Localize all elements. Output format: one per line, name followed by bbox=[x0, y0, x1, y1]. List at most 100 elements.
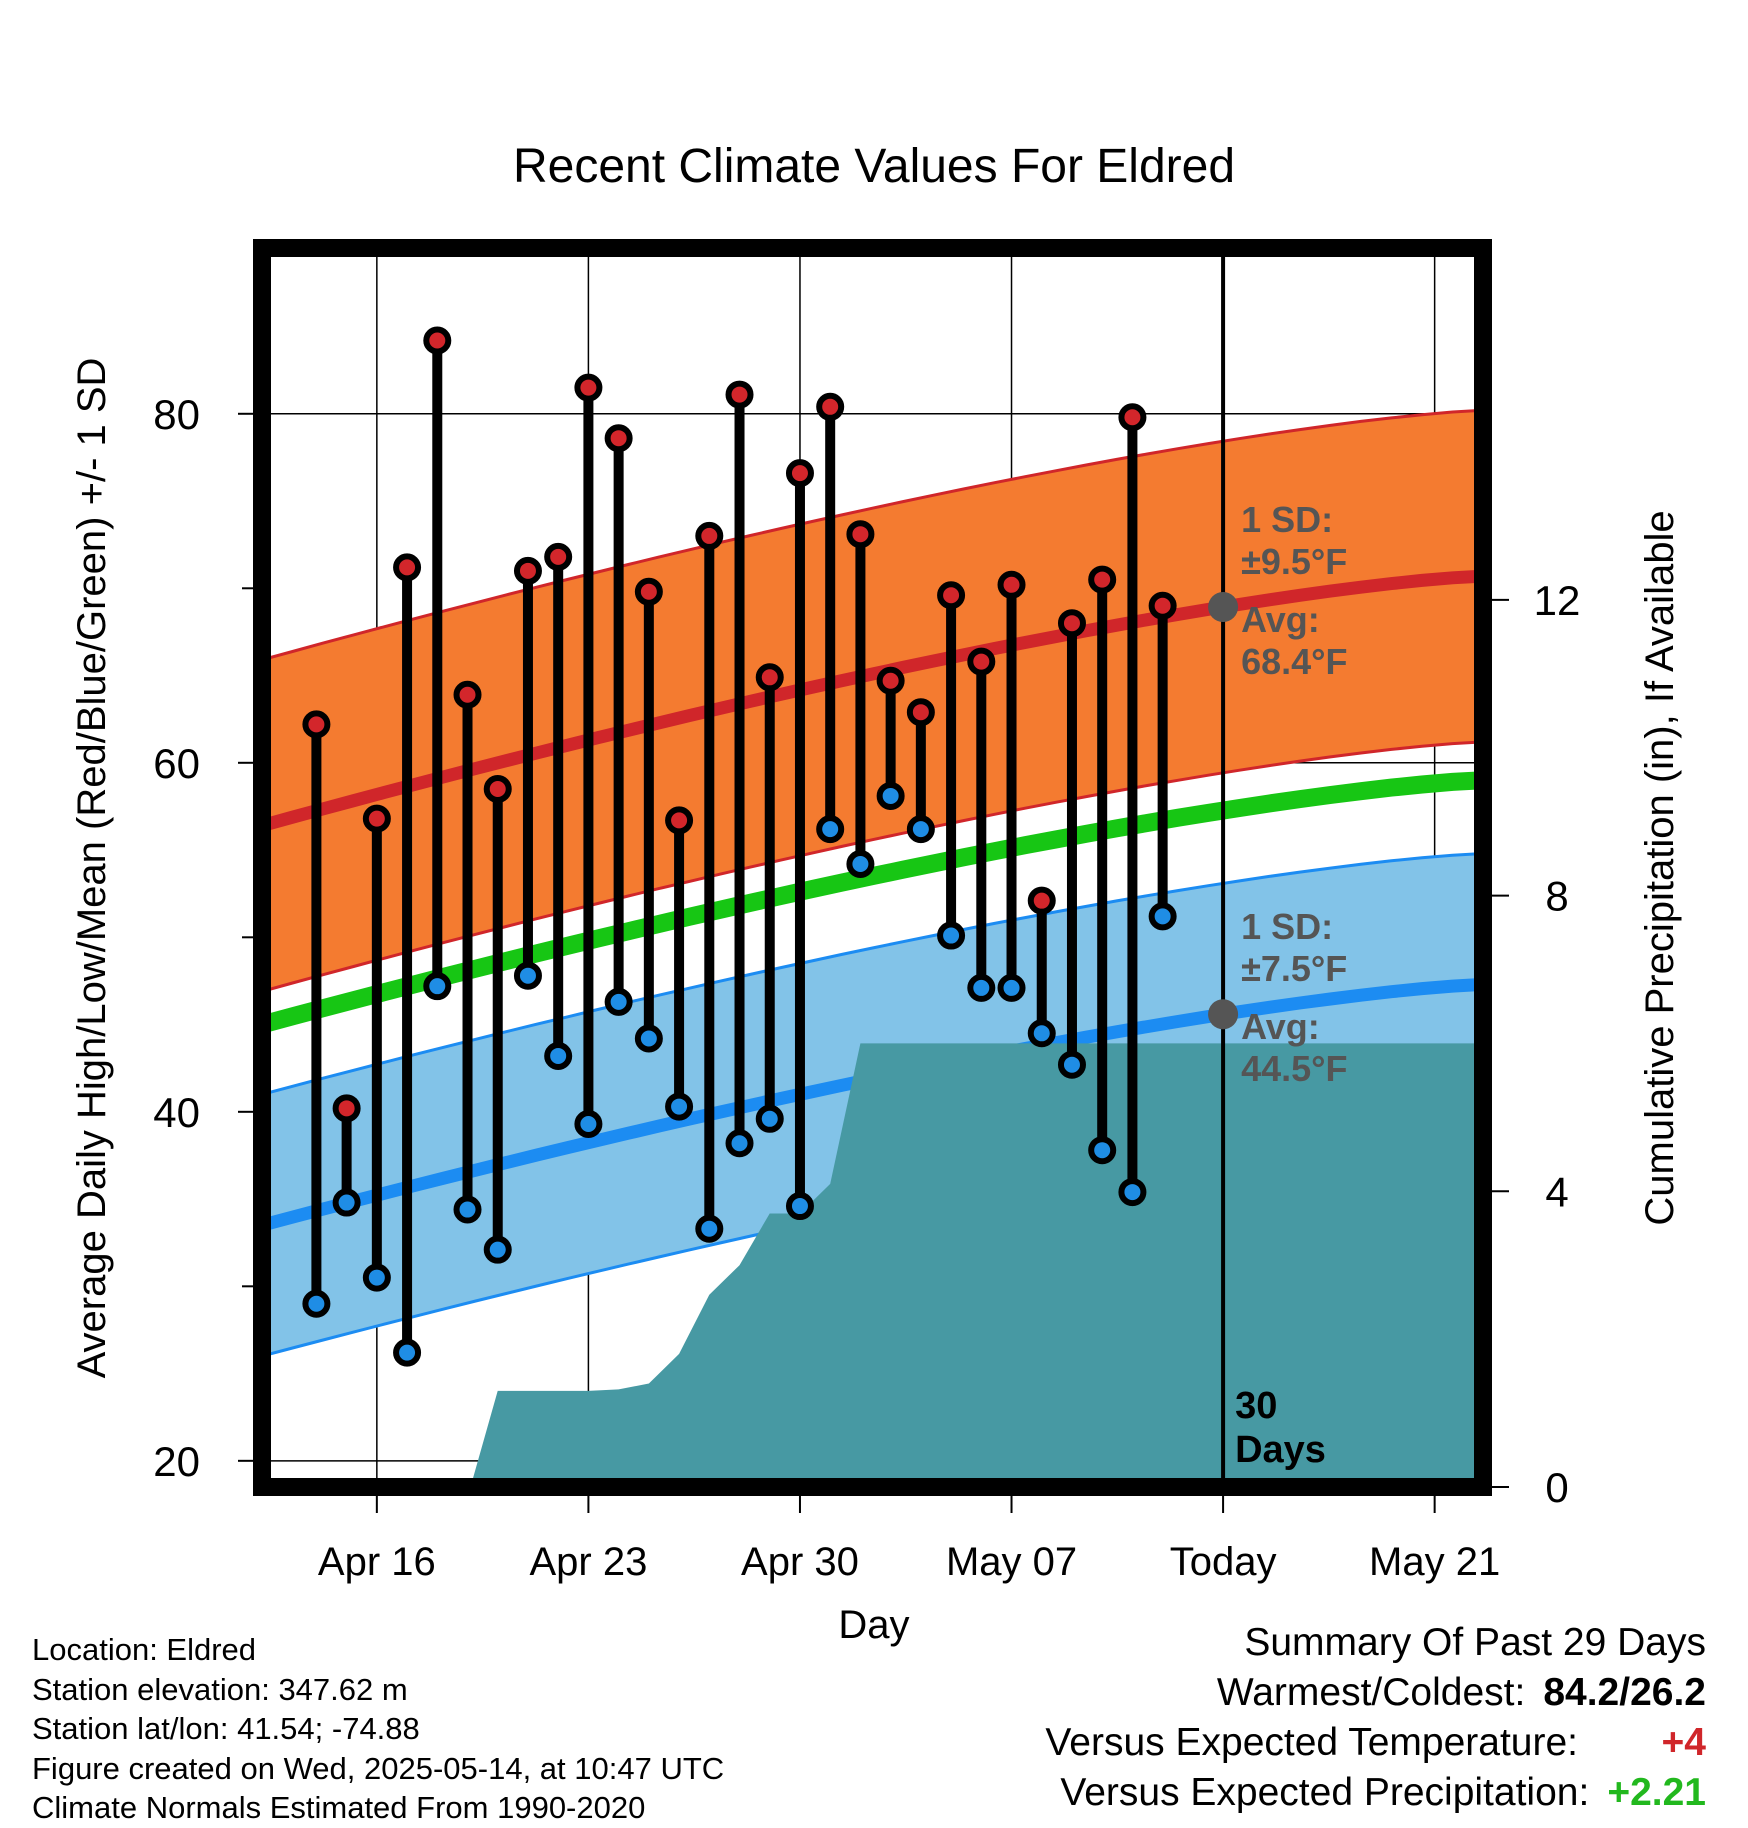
daily-high-dot bbox=[785, 459, 814, 488]
x-tick-label: May 07 bbox=[946, 1540, 1077, 1584]
daily-low-dot bbox=[332, 1188, 361, 1217]
normals-text: Climate Normals Estimated From 1990-2020 bbox=[32, 1790, 646, 1825]
daily-low-dot bbox=[362, 1263, 391, 1292]
high-sd-band bbox=[262, 410, 1483, 992]
daily-low-dot bbox=[816, 815, 845, 844]
daily-low-dot bbox=[997, 973, 1026, 1002]
daily-low-dot bbox=[302, 1289, 331, 1318]
high-sd-band-upper-edge bbox=[262, 408, 1483, 662]
high-avg-value: 68.4°F bbox=[1241, 641, 1347, 682]
daily-low-dot bbox=[785, 1192, 814, 1221]
daily-low-dot bbox=[906, 815, 935, 844]
chart-title: Recent Climate Values For Eldred bbox=[513, 140, 1235, 193]
x-tick-label: May 21 bbox=[1369, 1540, 1500, 1584]
daily-high-dot bbox=[453, 680, 482, 709]
x-axis-label: Day bbox=[838, 1603, 909, 1647]
daily-low-dot bbox=[1088, 1136, 1117, 1165]
y2-tick-label: 0 bbox=[1545, 1464, 1568, 1511]
daily-low-dot bbox=[846, 850, 875, 879]
summary-panel: Summary Of Past 29 Days Warmest/Coldest:… bbox=[1045, 1618, 1706, 1818]
x-tick-label: Today bbox=[1170, 1540, 1277, 1584]
today-days-label: Days bbox=[1235, 1429, 1326, 1471]
high-avg-label: Avg: bbox=[1241, 599, 1320, 640]
daily-high-dot bbox=[1148, 591, 1177, 620]
precip-anomaly-value: +2.21 bbox=[1607, 1771, 1706, 1814]
daily-high-dot bbox=[665, 806, 694, 835]
daily-high-dot bbox=[604, 424, 633, 453]
daily-high-dot bbox=[393, 553, 422, 582]
precip-anomaly-label: Versus Expected Precipitation: bbox=[1060, 1771, 1590, 1814]
daily-high-dot bbox=[906, 698, 935, 727]
y-tick-label: 20 bbox=[153, 1438, 200, 1485]
daily-low-dot bbox=[483, 1235, 512, 1264]
daily-low-dot bbox=[937, 921, 966, 950]
daily-high-dot bbox=[1118, 403, 1147, 432]
low-avg-value: 44.5°F bbox=[1241, 1048, 1347, 1089]
low-sd-label: 1 SD: bbox=[1241, 906, 1333, 947]
daily-high-dot bbox=[332, 1094, 361, 1123]
today-normal-high-marker bbox=[1208, 591, 1239, 622]
temp-anomaly-value: +4 bbox=[1661, 1721, 1706, 1764]
daily-high-dot bbox=[816, 392, 845, 421]
daily-high-dot bbox=[1088, 565, 1117, 594]
elevation-text: Station elevation: 347.62 m bbox=[32, 1671, 408, 1707]
daily-high-dot bbox=[513, 556, 542, 585]
daily-low-dot bbox=[665, 1092, 694, 1121]
y-tick-label: 80 bbox=[153, 391, 200, 438]
daily-high-dot bbox=[755, 663, 784, 692]
axes: 20 40 60 80 0 4 8 12 Apr 16 Apr 23 Apr 30 May 07 Tod… bbox=[153, 391, 1580, 1584]
y-tick-label: 60 bbox=[153, 740, 200, 787]
daily-low-dot bbox=[453, 1195, 482, 1224]
station-info: Location: Eldred Station elevation: 347.… bbox=[32, 1630, 724, 1828]
y2-tick-label: 4 bbox=[1545, 1168, 1568, 1215]
warm-cold-value: 84.2/26.2 bbox=[1543, 1671, 1706, 1714]
high-sd-value: ±9.5°F bbox=[1241, 541, 1347, 582]
daily-high-dot bbox=[1057, 609, 1086, 638]
y2-tick-label: 8 bbox=[1545, 873, 1568, 920]
daily-high-dot bbox=[695, 521, 724, 550]
daily-high-dot bbox=[1027, 886, 1056, 915]
latlon-text: Station lat/lon: 41.54; -74.88 bbox=[32, 1711, 420, 1746]
location-text: Location: Eldred bbox=[32, 1632, 257, 1667]
daily-low-dot bbox=[1148, 902, 1177, 931]
daily-dots bbox=[302, 326, 1177, 1367]
daily-low-dot bbox=[1118, 1178, 1147, 1207]
daily-high-dot bbox=[937, 581, 966, 610]
high-sd-label: 1 SD: bbox=[1241, 499, 1333, 540]
y2-axis-label: Cumulative Precipitation (in), If Availa… bbox=[1638, 510, 1682, 1225]
cumulative-precipitation bbox=[470, 1043, 1483, 1487]
daily-high-dot bbox=[423, 326, 452, 355]
low-avg-label: Avg: bbox=[1241, 1006, 1320, 1047]
today-normal-low-marker bbox=[1208, 999, 1239, 1030]
daily-high-dot bbox=[846, 520, 875, 549]
daily-high-dot bbox=[362, 804, 391, 833]
summary-title: Summary Of Past 29 Days bbox=[1244, 1621, 1706, 1664]
daily-low-dot bbox=[604, 987, 633, 1016]
daily-low-dot bbox=[423, 972, 452, 1001]
daily-high-dot bbox=[725, 380, 754, 409]
daily-low-dot bbox=[967, 973, 996, 1002]
daily-low-dot bbox=[544, 1041, 573, 1070]
plot-frame bbox=[253, 239, 1492, 1496]
summary-temperature: Versus Expected Temperature: +4 bbox=[1045, 1718, 1706, 1768]
daily-high-dot bbox=[997, 570, 1026, 599]
low-sd-value: ±7.5°F bbox=[1241, 948, 1347, 989]
y2-tick-label: 12 bbox=[1534, 577, 1581, 624]
daily-low-dot bbox=[1027, 1019, 1056, 1048]
daily-high-dot bbox=[574, 373, 603, 402]
daily-high-dot bbox=[876, 666, 905, 695]
daily-high-dot bbox=[302, 710, 331, 739]
daily-low-dot bbox=[876, 781, 905, 810]
daily-high-dot bbox=[967, 647, 996, 676]
summary-warm-cold: Warmest/Coldest: 84.2/26.2 bbox=[1045, 1668, 1706, 1718]
y-axis-label: Average Daily High/Low/Mean (Red/Blue/Gr… bbox=[70, 358, 114, 1379]
daily-low-dot bbox=[634, 1024, 663, 1053]
daily-low-dot bbox=[393, 1338, 422, 1367]
daily-high-dot bbox=[544, 542, 573, 571]
x-tick-label: Apr 30 bbox=[741, 1540, 859, 1584]
today-days-count: 30 bbox=[1235, 1385, 1277, 1427]
daily-low-dot bbox=[755, 1104, 784, 1133]
